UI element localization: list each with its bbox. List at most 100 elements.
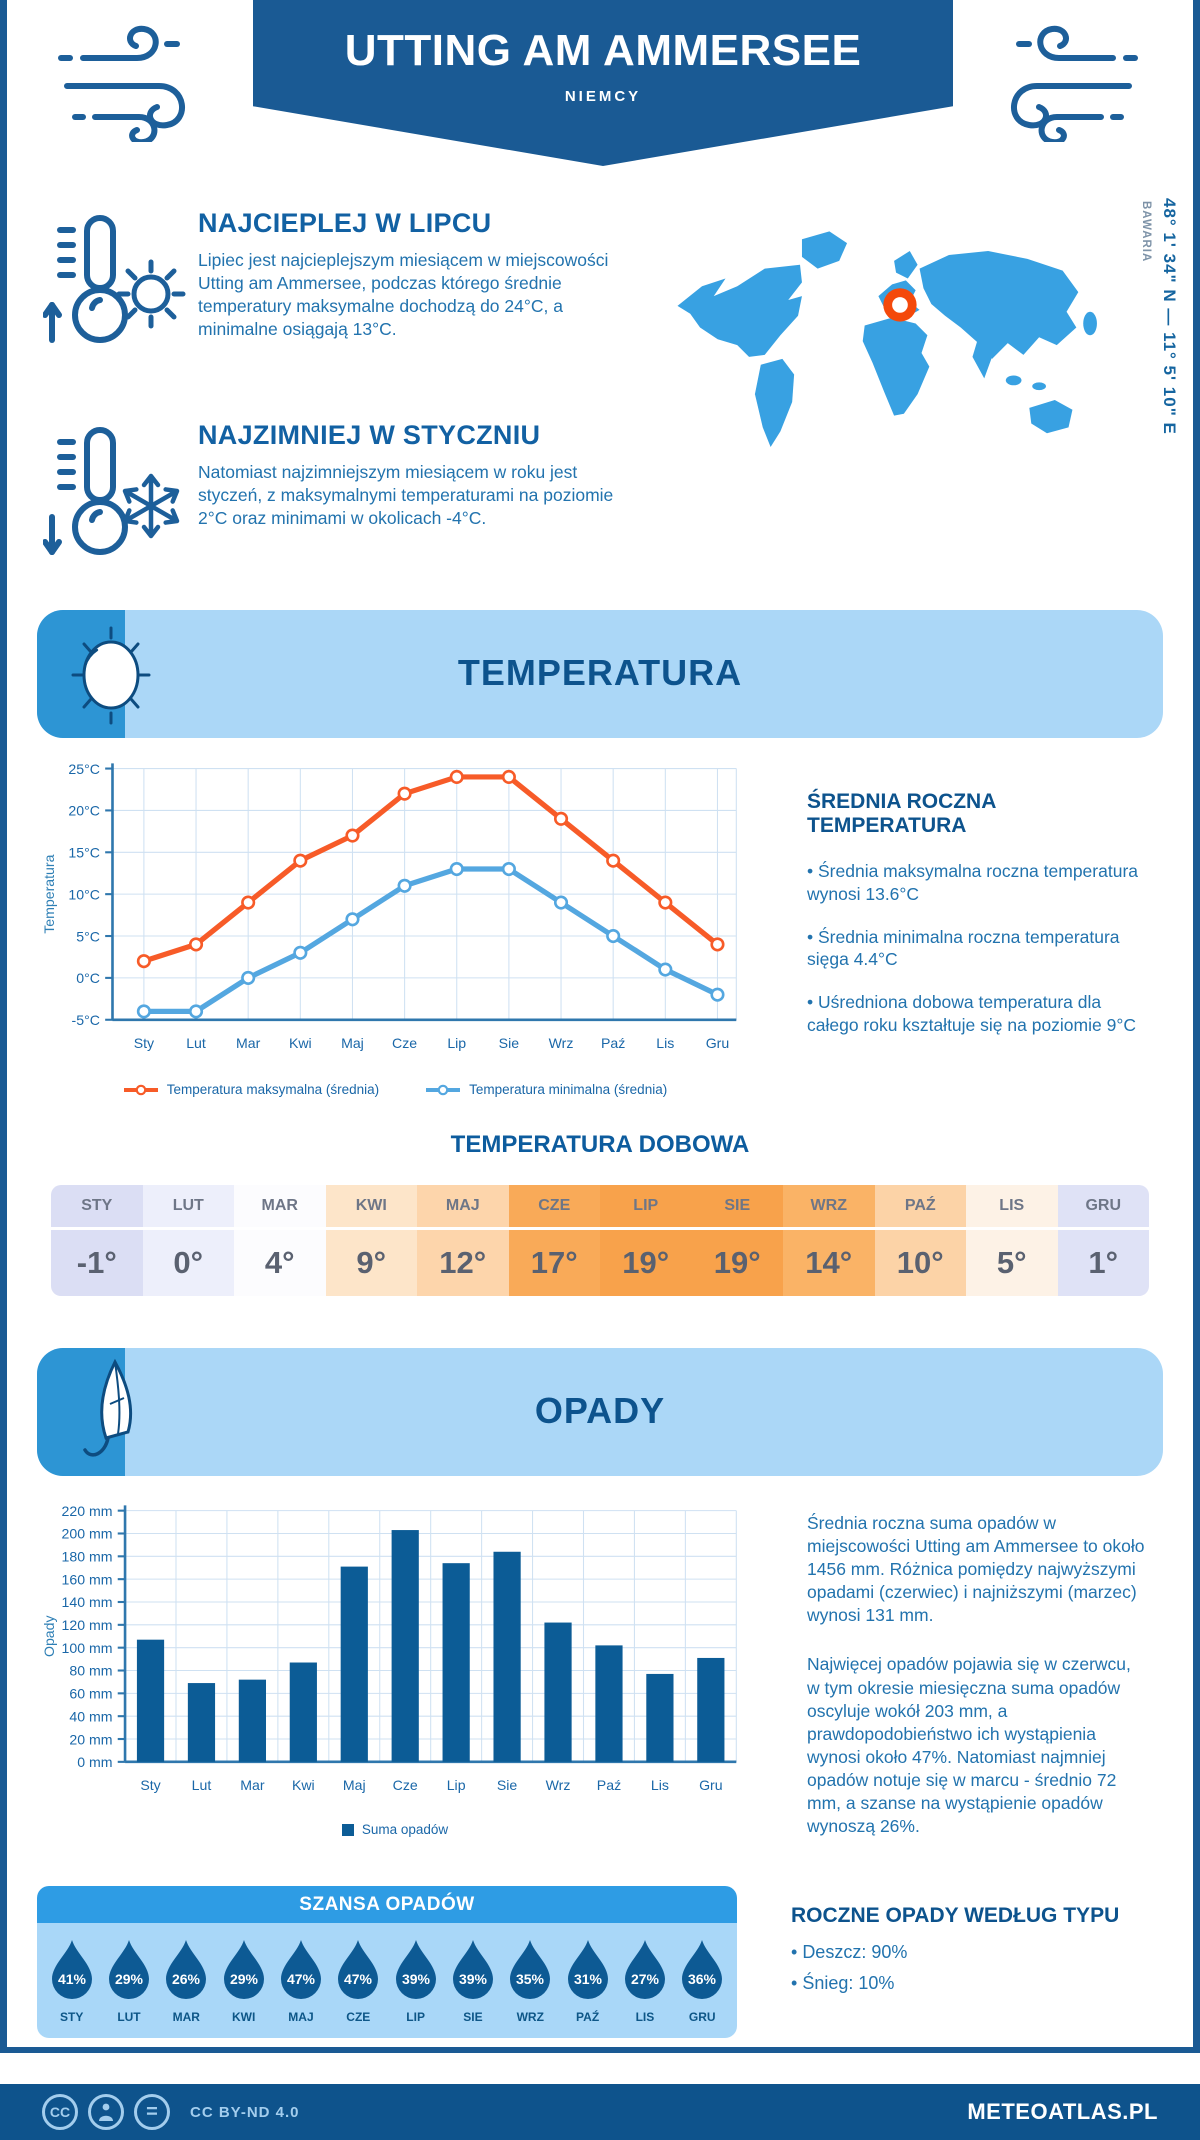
- title-banner: UTTING AM AMMERSEE NIEMCY: [253, 0, 953, 166]
- precip-by-type-bullets: Deszcz: 90% Śnieg: 10%: [791, 1942, 1153, 1994]
- raindrop-icon: 27% LIS: [620, 1939, 670, 2024]
- svg-text:Lis: Lis: [651, 1777, 669, 1793]
- bullet: Śnieg: 10%: [791, 1973, 1153, 1994]
- daily-temp-column: MAR 4°: [234, 1185, 326, 1296]
- svg-text:Lut: Lut: [192, 1777, 212, 1793]
- bullet: Deszcz: 90%: [791, 1942, 1153, 1963]
- intro-section: NAJCIEPLEJ W LIPCU Lipiec jest najcieple…: [7, 170, 1193, 604]
- precipitation-legend: Suma opadów: [37, 1822, 753, 1837]
- precipitation-text-column: Średnia roczna suma opadów w miejscowośc…: [779, 1496, 1163, 1864]
- svg-text:31%: 31%: [574, 1971, 603, 1987]
- license-label: CC BY-ND 4.0: [190, 2103, 300, 2121]
- raindrop-icon: 29% LUT: [104, 1939, 154, 2024]
- svg-text:27%: 27%: [631, 1971, 660, 1987]
- svg-text:100 mm: 100 mm: [62, 1640, 113, 1656]
- svg-text:Gru: Gru: [699, 1777, 723, 1793]
- svg-text:-5°C: -5°C: [72, 1012, 100, 1028]
- svg-text:Cze: Cze: [392, 1035, 417, 1051]
- raindrop-icon: 39% LIP: [391, 1939, 441, 2024]
- warmest-paragraph: Lipiec jest najcieplejszym miesiącem w m…: [198, 250, 609, 340]
- precipitation-section-title: OPADY: [534, 1390, 666, 1431]
- precipitation-section-banner: OPADY: [37, 1348, 1163, 1476]
- legend-item: Suma opadów: [341, 1822, 448, 1837]
- warmest-month-text: NAJCIEPLEJ W LIPCU Lipiec jest najcieple…: [198, 202, 628, 392]
- svg-text:Maj: Maj: [343, 1777, 366, 1793]
- location-marker-icon: [883, 288, 917, 322]
- svg-text:Lut: Lut: [186, 1035, 206, 1051]
- precipitation-chart: 0 mm 20 mm 40 mm 60 mm 80 mm 100 mm 120 mm 140 …: [41, 1503, 737, 1793]
- daily-temp-column: PAŹ 10°: [874, 1185, 966, 1296]
- svg-text:220 mm: 220 mm: [62, 1503, 113, 1519]
- annual-temperature-heading: ŚREDNIA ROCZNA TEMPERATURA: [807, 790, 996, 837]
- svg-text:Sty: Sty: [140, 1777, 161, 1793]
- raindrop-icon: 35% WRZ: [505, 1939, 555, 2024]
- bullet: Średnia minimalna roczna temperatura się…: [807, 926, 1145, 972]
- svg-text:35%: 35%: [516, 1971, 545, 1987]
- raindrop-icon: 26% MAR: [161, 1939, 211, 2024]
- svg-text:25°C: 25°C: [68, 761, 100, 777]
- sun-icon: [71, 626, 151, 725]
- annual-temperature-bullets: Średnia maksymalna roczna temperatura wy…: [807, 860, 1145, 1037]
- svg-text:Lip: Lip: [447, 1777, 466, 1793]
- precip-chance-box: SZANSA OPADÓW 41% STY 29% LUT 26% MAR 29% KWI 47…: [37, 1886, 737, 2039]
- svg-text:15°C: 15°C: [68, 845, 100, 861]
- cold-icons: [43, 414, 198, 604]
- raindrop-icon: 41% STY: [47, 1939, 97, 2024]
- cc-icon: CC: [42, 2094, 78, 2130]
- daily-temp-column: LUT 0°: [142, 1185, 234, 1296]
- legend-item: Temperatura maksymalna (średnia): [123, 1082, 379, 1097]
- daily-temp-column: KWI 9°: [325, 1185, 417, 1296]
- daily-temperature-title: TEMPERATURA DOBOWA: [450, 1131, 750, 1158]
- precip-by-type: ROCZNE OPADY WEDŁUG TYPU Deszcz: 90% Śni…: [763, 1886, 1163, 2038]
- temperature-section-title: TEMPERATURA: [457, 652, 743, 693]
- temperature-section-banner: TEMPERATURA: [37, 610, 1163, 738]
- svg-text:Kwi: Kwi: [289, 1035, 312, 1051]
- precipitation-paragraph: Średnia roczna suma opadów w miejscowośc…: [807, 1513, 1145, 1626]
- bullet: Uśredniona dobowa temperatura dla całego…: [807, 991, 1145, 1037]
- svg-text:Gru: Gru: [706, 1035, 730, 1051]
- svg-text:Lis: Lis: [656, 1035, 674, 1051]
- precip-chance-drops: 41% STY 29% LUT 26% MAR 29% KWI 47% MAJ 47% CZE 39% L…: [37, 1923, 737, 2039]
- svg-text:0 mm: 0 mm: [77, 1754, 112, 1770]
- svg-text:29%: 29%: [115, 1971, 144, 1987]
- svg-text:Sie: Sie: [497, 1777, 518, 1793]
- coldest-heading: NAJZIMNIEJ W STYCZNIU: [198, 420, 541, 450]
- svg-text:39%: 39%: [402, 1971, 431, 1987]
- temperature-chart-column: -5°C 0°C 5°C 10°C 15°C 20°C 25°C Sty Lut Mar Kwi Ma…: [37, 756, 753, 1097]
- daily-temp-column: LIS 5°: [966, 1185, 1058, 1296]
- svg-text:Cze: Cze: [393, 1777, 418, 1793]
- svg-text:140 mm: 140 mm: [62, 1594, 113, 1610]
- license-group: CC = CC BY-ND 4.0: [42, 2094, 300, 2130]
- thermometer-down-icon: [43, 427, 128, 555]
- raindrop-icon: 36% GRU: [677, 1939, 727, 2024]
- legend-item: Temperatura minimalna (średnia): [425, 1082, 667, 1097]
- country-label: NIEMCY: [564, 88, 642, 105]
- coordinates-label: 48° 1' 34" N — 11° 5' 10" E: [1160, 198, 1179, 435]
- daily-temp-column: LIP 19°: [600, 1185, 692, 1296]
- precip-by-type-heading: ROCZNE OPADY WEDŁUG TYPU: [791, 1904, 1120, 1928]
- svg-text:10°C: 10°C: [68, 886, 100, 902]
- sun-icon: [116, 259, 186, 329]
- svg-text:Sie: Sie: [499, 1035, 520, 1051]
- content-frame: UTTING AM AMMERSEE NIEMCY: [0, 0, 1200, 2053]
- svg-text:39%: 39%: [459, 1971, 488, 1987]
- svg-text:Paź: Paź: [601, 1035, 625, 1051]
- svg-text:Opady: Opady: [41, 1615, 57, 1658]
- daily-temperature-table: STY -1° LUT 0° MAR 4° KWI 9° MAJ 12° CZE 17° LIP 19° S…: [51, 1185, 1149, 1296]
- daily-temp-column: GRU 1°: [1057, 1185, 1149, 1296]
- intro-text-column: NAJCIEPLEJ W LIPCU Lipiec jest najcieple…: [43, 180, 643, 604]
- region-label: BAWARIA: [1140, 201, 1152, 263]
- annual-temperature-column: ŚREDNIA ROCZNA TEMPERATURA Średnia maksy…: [779, 756, 1163, 1097]
- raindrop-icon: 29% KWI: [219, 1939, 269, 2024]
- daily-temp-column: CZE 17°: [508, 1185, 600, 1296]
- page-title: UTTING AM AMMERSEE: [344, 26, 862, 75]
- raindrop-icon: 47% MAJ: [276, 1939, 326, 2024]
- cc-person-icon: [88, 2094, 124, 2130]
- svg-text:5°C: 5°C: [76, 928, 100, 944]
- precip-chance-title: SZANSA OPADÓW: [37, 1886, 737, 1924]
- raindrop-icon: 47% CZE: [333, 1939, 383, 2024]
- warm-icons: [43, 202, 198, 392]
- svg-text:Mar: Mar: [240, 1777, 265, 1793]
- cc-nd-icon: =: [134, 2094, 170, 2130]
